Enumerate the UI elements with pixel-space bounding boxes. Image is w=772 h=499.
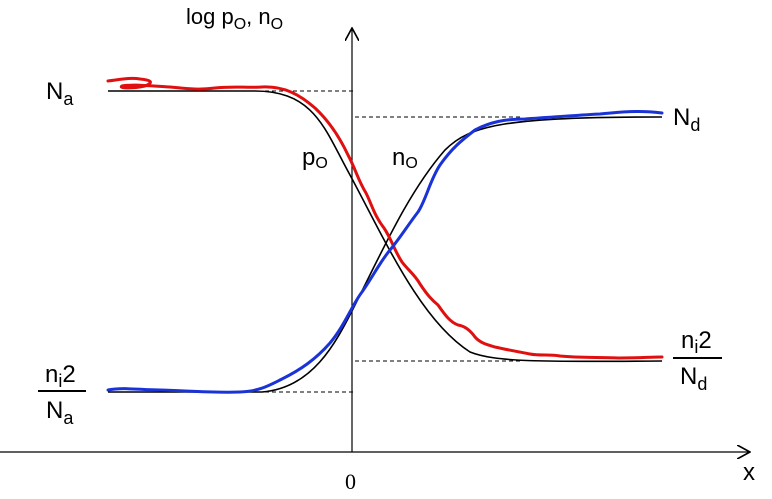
right-fraction-numerator: n xyxy=(681,327,694,354)
svg-text:log pO, nO: log pO, nO xyxy=(186,4,283,33)
p-ideal-curve xyxy=(108,90,663,363)
n-ideal-curve xyxy=(108,116,663,393)
p-measured-curve xyxy=(106,76,664,360)
right-fraction-denominator-subscript: d xyxy=(697,374,707,394)
p-curve-label: p xyxy=(302,144,315,171)
ni2-over-na-label: ni2 Na xyxy=(38,361,86,428)
ni2-over-nd-label: ni2 Nd xyxy=(673,327,722,394)
p-curve-label-subscript: O xyxy=(315,155,327,172)
y-axis-label-separator: , n xyxy=(246,4,270,29)
svg-text:pO: pO xyxy=(302,144,328,172)
n-measured-curve xyxy=(106,109,664,394)
n-curve-label-subscript: O xyxy=(405,155,417,172)
y-axis-label-subscript-2: O xyxy=(271,16,283,33)
svg-text:ni2: ni2 xyxy=(45,361,76,391)
right-fraction-numerator-power: 2 xyxy=(698,327,711,354)
svg-text:nO: nO xyxy=(392,144,418,172)
nd-label: N xyxy=(673,104,690,131)
left-fraction-numerator: n xyxy=(45,361,58,388)
right-fraction-numerator-subscript: i xyxy=(694,337,698,357)
na-label: N xyxy=(46,78,63,105)
left-fraction-numerator-subscript: i xyxy=(58,371,62,391)
svg-text:Nd: Nd xyxy=(680,363,707,394)
guide-lines xyxy=(265,90,520,393)
left-fraction-denominator-subscript: a xyxy=(63,408,74,428)
nd-label-subscript: d xyxy=(690,115,700,135)
svg-text:Na: Na xyxy=(46,78,74,109)
n-curve-label: n xyxy=(392,144,405,171)
svg-text:ni2: ni2 xyxy=(681,327,712,357)
y-axis-label-subscript-1: O xyxy=(234,16,246,33)
origin-label: 0 xyxy=(345,469,356,494)
svg-text:Nd: Nd xyxy=(673,104,700,135)
svg-text:Na: Na xyxy=(46,397,74,428)
y-axis-label: log p xyxy=(186,4,234,29)
right-fraction-denominator: N xyxy=(680,363,697,390)
x-axis-label: x xyxy=(743,459,755,486)
na-label-subscript: a xyxy=(63,89,74,109)
left-fraction-denominator: N xyxy=(46,397,63,424)
left-fraction-numerator-power: 2 xyxy=(62,361,75,388)
